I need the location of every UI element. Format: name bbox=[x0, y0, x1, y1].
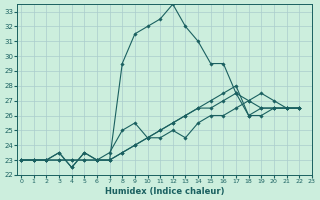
X-axis label: Humidex (Indice chaleur): Humidex (Indice chaleur) bbox=[105, 187, 224, 196]
